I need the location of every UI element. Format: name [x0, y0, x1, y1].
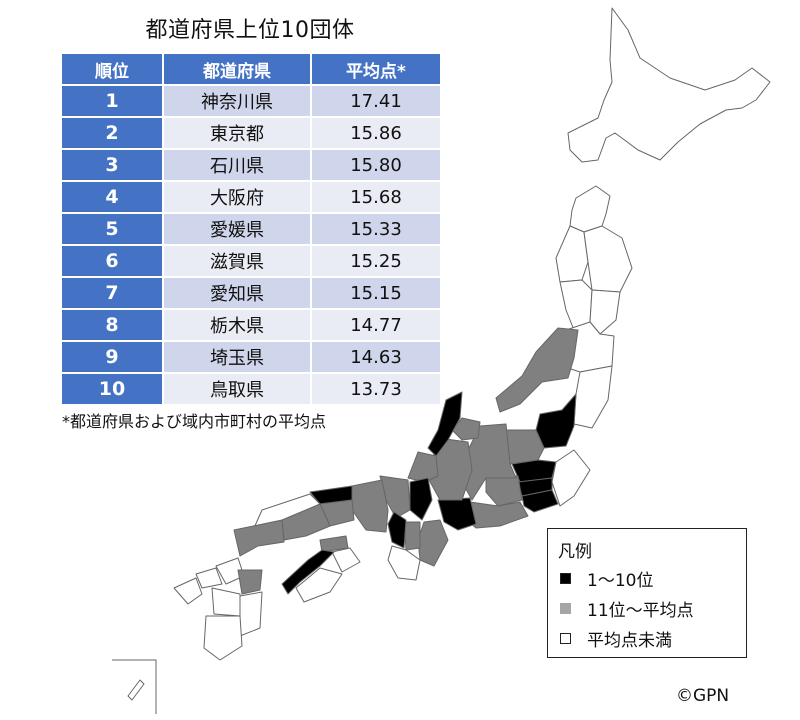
map-hyogo: [351, 479, 389, 533]
rank-cell: 3: [60, 148, 164, 182]
map-chiba: [551, 449, 591, 507]
map-yamaguchi: [233, 519, 285, 557]
score-cell: 15.33: [310, 212, 442, 246]
map-fukui: [407, 451, 439, 483]
score-cell: 15.25: [310, 244, 442, 278]
rank-cell: 4: [60, 180, 164, 214]
rank-cell: 2: [60, 116, 164, 150]
prefecture-cell: 埼玉県: [162, 340, 312, 374]
map-niigata: [495, 327, 579, 413]
score-cell: 15.15: [310, 276, 442, 310]
map-akita: [555, 225, 589, 283]
map-aichi: [437, 497, 477, 531]
map-kochi: [295, 567, 343, 603]
table-row: 10 鳥取県 13.73: [60, 372, 442, 406]
header-rank: 順位: [60, 52, 164, 86]
map-nara: [403, 521, 421, 551]
okinawa-inset-frame: [112, 659, 157, 714]
table-row: 6 滋賀県 15.25: [60, 244, 442, 278]
score-cell: 15.68: [310, 180, 442, 214]
legend-item-above-average: 11位〜平均点: [560, 597, 694, 621]
map-ishikawa: [427, 391, 463, 457]
prefecture-cell: 鳥取県: [162, 372, 312, 406]
map-okinawa: [127, 679, 145, 701]
map-hokkaido: [567, 7, 771, 163]
map-tochigi: [535, 393, 577, 449]
prefecture-cell: 愛媛県: [162, 212, 312, 246]
ranking-table: 順位 都道府県 平均点* 1 神奈川県 17.41 2 東京都 15.86 3 …: [60, 52, 442, 406]
map-saga: [195, 567, 223, 589]
map-miyazaki: [239, 591, 263, 637]
header-prefecture: 都道府県: [162, 52, 312, 86]
prefecture-cell: 東京都: [162, 116, 312, 150]
prefecture-cell: 石川県: [162, 148, 312, 182]
table-footnote: *都道府県および域内市町村の平均点: [62, 412, 327, 431]
table-row: 5 愛媛県 15.33: [60, 212, 442, 246]
legend-label: 1〜10位: [587, 570, 654, 591]
rank-cell: 1: [60, 84, 164, 118]
score-cell: 14.63: [310, 340, 442, 374]
table-row: 1 神奈川県 17.41: [60, 84, 442, 118]
map-aomori: [569, 185, 611, 233]
map-ehime: [281, 549, 335, 595]
map-tokushima: [331, 547, 361, 573]
rank-cell: 10: [60, 372, 164, 406]
score-cell: 15.86: [310, 116, 442, 150]
prefecture-cell: 愛知県: [162, 276, 312, 310]
map-mie: [417, 519, 449, 567]
header-score: 平均点*: [310, 52, 442, 86]
legend-item-top10: 1〜10位: [560, 567, 654, 591]
table-row: 8 栃木県 14.77: [60, 308, 442, 342]
score-cell: 14.77: [310, 308, 442, 342]
legend-title: 凡例: [558, 542, 592, 562]
rank-cell: 9: [60, 340, 164, 374]
prefecture-cell: 神奈川県: [162, 84, 312, 118]
map-oita: [237, 569, 263, 595]
legend-label: 11位〜平均点: [587, 600, 694, 621]
rank-cell: 5: [60, 212, 164, 246]
score-cell: 17.41: [310, 84, 442, 118]
table-row: 4 大阪府 15.68: [60, 180, 442, 214]
prefecture-cell: 栃木県: [162, 308, 312, 342]
legend-swatch-white: [560, 632, 571, 644]
legend-label: 平均点未満: [587, 630, 672, 651]
prefecture-cell: 滋賀県: [162, 244, 312, 278]
map-wakayama: [387, 545, 421, 581]
map-shiga: [409, 477, 433, 521]
table-row: 9 埼玉県 14.63: [60, 340, 442, 374]
copyright-credit: ©GPN: [676, 686, 730, 706]
legend-swatch-gray: [560, 602, 571, 614]
rank-cell: 8: [60, 308, 164, 342]
table-row: 3 石川県 15.80: [60, 148, 442, 182]
prefecture-cell: 大阪府: [162, 180, 312, 214]
score-cell: 15.80: [310, 148, 442, 182]
map-nagasaki: [173, 577, 203, 605]
table-row: 2 東京都 15.86: [60, 116, 442, 150]
map-iwate: [583, 225, 633, 293]
map-kumamoto: [211, 587, 241, 617]
legend-swatch-black: [560, 572, 571, 584]
map-legend: 凡例 1〜10位 11位〜平均点 平均点未満: [547, 528, 747, 658]
rank-cell: 7: [60, 276, 164, 310]
rank-cell: 6: [60, 244, 164, 278]
table-title: 都道府県上位10団体: [145, 18, 355, 43]
legend-item-below-average: 平均点未満: [560, 627, 672, 651]
map-kanagawa: [521, 489, 559, 513]
map-miyagi: [589, 289, 621, 335]
table-row: 7 愛知県 15.15: [60, 276, 442, 310]
map-osaka: [387, 511, 407, 549]
map-ibaraki: [573, 365, 613, 429]
map-yamanashi: [485, 475, 523, 507]
table-header-row: 順位 都道府県 平均点*: [60, 52, 442, 86]
score-cell: 13.73: [310, 372, 442, 406]
map-kagoshima: [203, 615, 243, 661]
